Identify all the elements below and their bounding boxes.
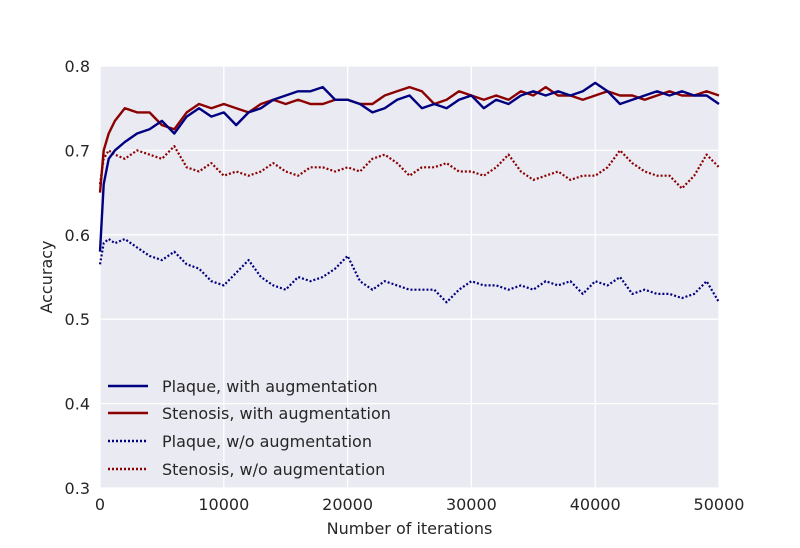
y-tick-label: 0.4 [65, 395, 90, 414]
series-line-1 [98, 85, 720, 193]
x-tick-label: 50000 [694, 495, 745, 514]
series-group [98, 81, 720, 304]
legend: Plaque, with augmentation Stenosis, with … [108, 377, 391, 479]
x-tick-label: 0 [95, 495, 105, 514]
y-tick-label: 0.5 [65, 310, 90, 329]
x-tick-label: 30000 [446, 495, 497, 514]
plot-area [100, 66, 719, 488]
series-line-3 [98, 145, 720, 190]
series-line-2 [98, 237, 720, 304]
y-tick-label: 0.3 [65, 479, 90, 498]
y-tick-label: 0.8 [65, 57, 90, 76]
grid [99, 65, 720, 489]
x-tick-label: 40000 [570, 495, 621, 514]
x-axis: 0 10000 20000 30000 40000 50000 [95, 495, 745, 514]
series-line-0 [98, 81, 720, 252]
y-tick-label: 0.6 [65, 226, 90, 245]
y-axis: 0.3 0.4 0.5 0.6 0.7 0.8 [65, 57, 90, 498]
x-tick-label: 10000 [198, 495, 249, 514]
legend-label: Stenosis, with augmentation [162, 404, 391, 423]
legend-label: Stenosis, w/o augmentation [162, 460, 385, 479]
legend-label: Plaque, w/o augmentation [162, 432, 372, 451]
x-tick-label: 20000 [322, 495, 373, 514]
x-axis-label: Number of iterations [327, 519, 493, 538]
y-axis-label: Accuracy [37, 240, 56, 313]
legend-label: Plaque, with augmentation [162, 377, 378, 396]
y-tick-label: 0.7 [65, 141, 90, 160]
